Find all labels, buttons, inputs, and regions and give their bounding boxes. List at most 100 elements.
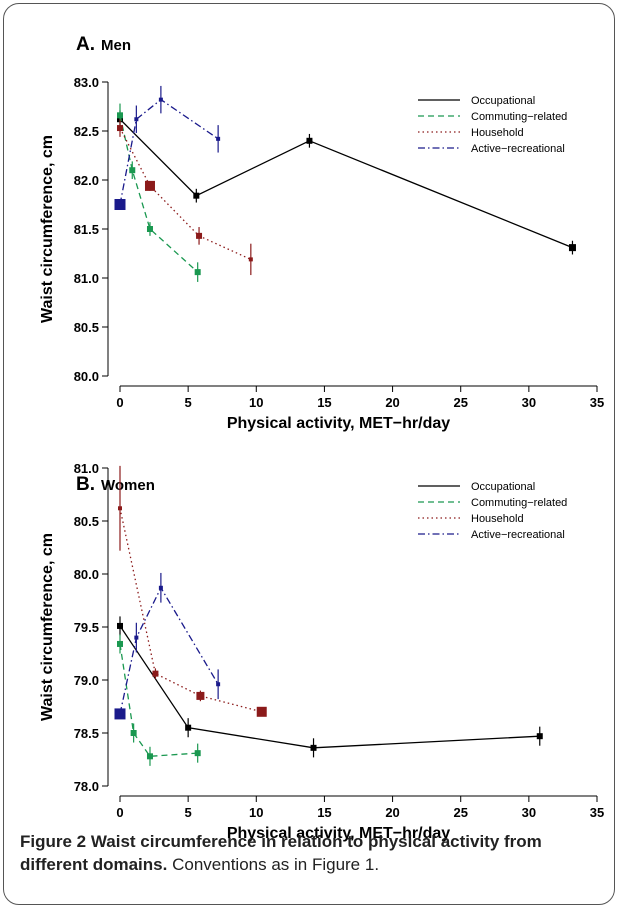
x-tick-label: 20 (385, 395, 399, 410)
data-point (144, 180, 155, 191)
x-tick-label: 10 (249, 395, 263, 410)
x-tick-label: 30 (522, 805, 536, 820)
data-point (216, 682, 221, 687)
data-point (310, 744, 317, 751)
data-point (196, 232, 203, 239)
series-line (119, 127, 252, 260)
series-line (119, 115, 199, 273)
x-tick-label: 0 (116, 805, 123, 820)
caption-title: Figure 2 Waist circumference in relation… (20, 832, 542, 874)
x-tick-label: 35 (590, 395, 604, 410)
legend-label: Active−recreational (471, 143, 565, 155)
panel-title: A. Men (76, 34, 131, 55)
legend-label: Commuting−related (471, 111, 567, 123)
y-tick-label: 81.0 (74, 271, 99, 286)
legend-label: Household (471, 127, 524, 139)
data-point (146, 753, 153, 760)
legend-label: Household (471, 513, 524, 525)
y-tick-label: 81.0 (74, 461, 99, 476)
y-tick-label: 81.5 (74, 222, 99, 237)
x-tick-label: 35 (590, 805, 604, 820)
legend-label: Occupational (471, 95, 535, 107)
x-tick-label: 0 (116, 395, 123, 410)
x-tick-label: 15 (317, 395, 331, 410)
x-tick-label: 25 (453, 395, 467, 410)
legend: Occupational Commuting−related Household Ac… (418, 481, 567, 541)
data-point (134, 635, 139, 640)
data-point (248, 257, 253, 262)
data-point (256, 706, 267, 717)
data-point (129, 167, 136, 174)
y-tick-label: 80.0 (74, 369, 99, 384)
legend: Occupational Commuting−related Household Ac… (418, 95, 567, 155)
data-point (193, 192, 200, 199)
data-point (117, 640, 123, 647)
data-point (194, 269, 201, 276)
y-tick-label: 82.5 (74, 124, 99, 139)
data-point (114, 199, 126, 210)
data-point (306, 137, 313, 144)
x-tick-label: 5 (185, 395, 192, 410)
data-point (117, 125, 123, 132)
series-line (119, 508, 262, 713)
data-point (134, 117, 139, 122)
data-point (117, 622, 123, 629)
series-3 (118, 465, 267, 717)
data-point (117, 112, 123, 119)
data-point (158, 585, 163, 590)
data-point (118, 506, 122, 511)
data-point (196, 691, 205, 700)
data-point (216, 136, 221, 141)
y-tick-label: 78.0 (74, 779, 99, 794)
series-line (119, 625, 540, 749)
series-2 (117, 103, 201, 282)
data-point (146, 226, 153, 232)
y-tick-label: 79.0 (74, 673, 99, 688)
legend-label: Active−recreational (471, 529, 565, 541)
data-point (568, 244, 576, 252)
caption-text: Conventions as in Figure 1. (172, 855, 380, 874)
chart-panel-b: B. Women 0 5 10 15 20 25 30 35 Physical activity, … (39, 461, 604, 842)
data-point (185, 724, 192, 731)
series-4 (114, 85, 221, 210)
figure-caption: Figure 2 Waist circumference in relation… (20, 830, 600, 876)
y-tick-label: 82.0 (74, 173, 99, 188)
data-point (152, 670, 159, 677)
legend-label: Occupational (471, 481, 535, 493)
panel-title: B. Women (76, 474, 155, 495)
y-tick-label: 78.5 (74, 726, 99, 741)
data-point (114, 708, 126, 720)
y-tick-label: 79.5 (74, 620, 99, 635)
data-point (194, 750, 201, 757)
data-point (158, 97, 163, 102)
x-axis-label: Physical activity, MET−hr/day (227, 825, 450, 842)
series-1 (117, 616, 543, 758)
legend-label: Commuting−related (471, 497, 567, 509)
panel-letter: A. (76, 34, 95, 55)
x-tick-label: 5 (185, 805, 192, 820)
panel-letter: B. (76, 474, 95, 495)
x-tick-label: 30 (522, 395, 536, 410)
y-tick-label: 80.5 (74, 514, 99, 529)
series-line (119, 98, 219, 205)
x-tick-label: 20 (385, 805, 399, 820)
y-axis-label: Waist circumference, cm (39, 135, 56, 323)
series-line (119, 118, 573, 249)
y-tick-label: 83.0 (74, 75, 99, 90)
data-point (130, 730, 137, 736)
series-3 (117, 119, 253, 276)
x-tick-label: 15 (317, 805, 331, 820)
chart-panel-a: A. Men 0 5 10 15 20 25 30 35 Physical activity, ME… (39, 34, 604, 432)
data-point (536, 733, 543, 740)
y-tick-label: 80.0 (74, 567, 99, 582)
x-axis-label: Physical activity, MET−hr/day (227, 415, 450, 432)
series-2 (117, 634, 201, 766)
y-axis-label: Waist circumference, cm (39, 533, 56, 721)
x-tick-label: 10 (249, 805, 263, 820)
y-tick-label: 80.5 (74, 320, 99, 335)
series-line (119, 586, 219, 715)
figure-frame (3, 3, 615, 905)
series-4 (114, 572, 221, 720)
series-line (119, 643, 198, 757)
